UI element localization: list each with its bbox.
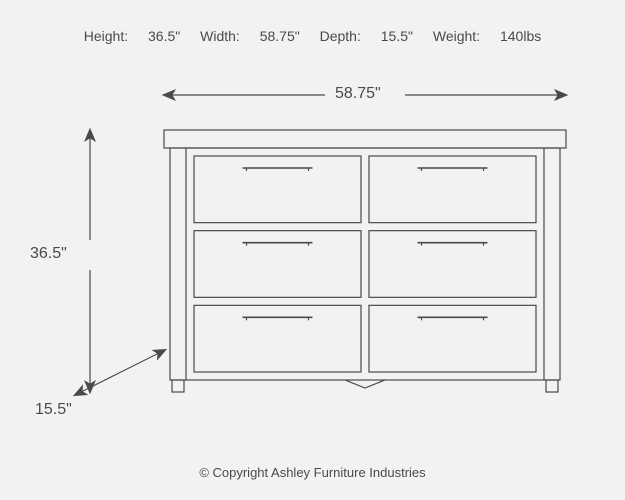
depth-dimension-label: 15.5" [35,401,72,419]
diagram-canvas [0,0,625,500]
copyright-text: © Copyright Ashley Furniture Industries [0,465,625,480]
width-dimension-label: 58.75" [335,85,381,103]
dresser-diagram [75,95,566,395]
height-dimension-label: 36.5" [30,245,67,263]
